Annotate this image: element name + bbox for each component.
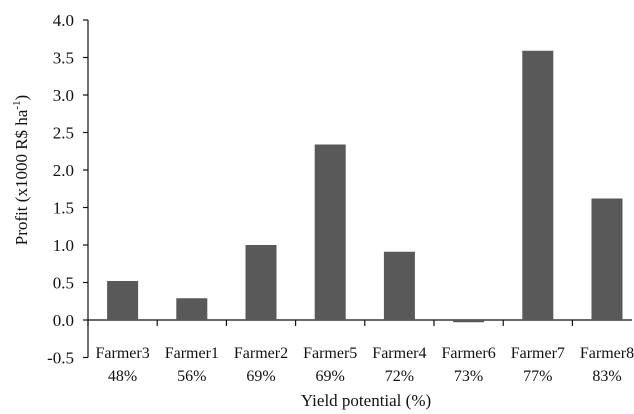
y-tick-label: -0.5 — [47, 349, 74, 368]
y-tick-label: 3.0 — [53, 86, 74, 105]
y-tick-label: 2.5 — [53, 124, 74, 143]
category-percent-label: 72% — [385, 368, 414, 385]
category-name-label: Farmer5 — [303, 345, 357, 362]
bar-farmer3 — [107, 281, 139, 320]
y-tick-label: 4.0 — [53, 11, 74, 30]
category-name-label: Farmer7 — [511, 345, 565, 362]
bar-farmer1 — [176, 298, 208, 320]
y-tick-label: 3.5 — [53, 49, 74, 68]
y-axis: -0.5 0.0 0.5 1.0 1.5 2.0 2.5 3.0 3.5 4.0 — [47, 11, 89, 368]
category-percent-label: 73% — [454, 368, 483, 385]
y-tick-label: 1.5 — [53, 199, 74, 218]
category-percent-label: 83% — [592, 368, 621, 385]
bar-farmer8 — [591, 198, 623, 320]
category-percent-label: 69% — [246, 368, 275, 385]
category-name-label: Farmer2 — [234, 345, 288, 362]
category-name-label: Farmer6 — [441, 345, 495, 362]
y-tick-label: 0.5 — [53, 274, 74, 293]
y-axis-title-main: Profit (x1000 R$ ha — [12, 109, 31, 245]
bar-farmer4 — [383, 251, 415, 320]
y-axis-title: Profit (x1000 R$ ha-1) — [11, 95, 31, 245]
x-axis-title: Yield potential (%) — [301, 391, 431, 410]
y-axis-title-superscript: -1 — [11, 100, 23, 109]
category-percent-label: 56% — [177, 368, 206, 385]
category-name-label: Farmer3 — [95, 345, 149, 362]
y-tick-label: 2.0 — [53, 161, 74, 180]
category-percent-label: 69% — [316, 368, 345, 385]
bar-farmer2 — [245, 245, 277, 320]
category-name-label: Farmer1 — [165, 345, 219, 362]
x-axis — [87, 319, 632, 326]
category-name-label: Farmer8 — [580, 345, 634, 362]
category-percent-label: 77% — [523, 368, 552, 385]
y-axis-title-close: ) — [12, 95, 31, 101]
y-tick-label: 0.0 — [53, 311, 74, 330]
y-tick-label: 1.0 — [53, 236, 74, 255]
category-labels: Farmer3 48% Farmer1 56% Farmer2 69% Farmer5 69%… — [95, 345, 634, 385]
bar-farmer7 — [522, 50, 554, 320]
category-percent-label: 48% — [108, 368, 137, 385]
bar-farmer5 — [314, 144, 346, 320]
bars — [107, 50, 623, 323]
category-name-label: Farmer4 — [372, 345, 426, 362]
bar-farmer6 — [453, 320, 485, 323]
